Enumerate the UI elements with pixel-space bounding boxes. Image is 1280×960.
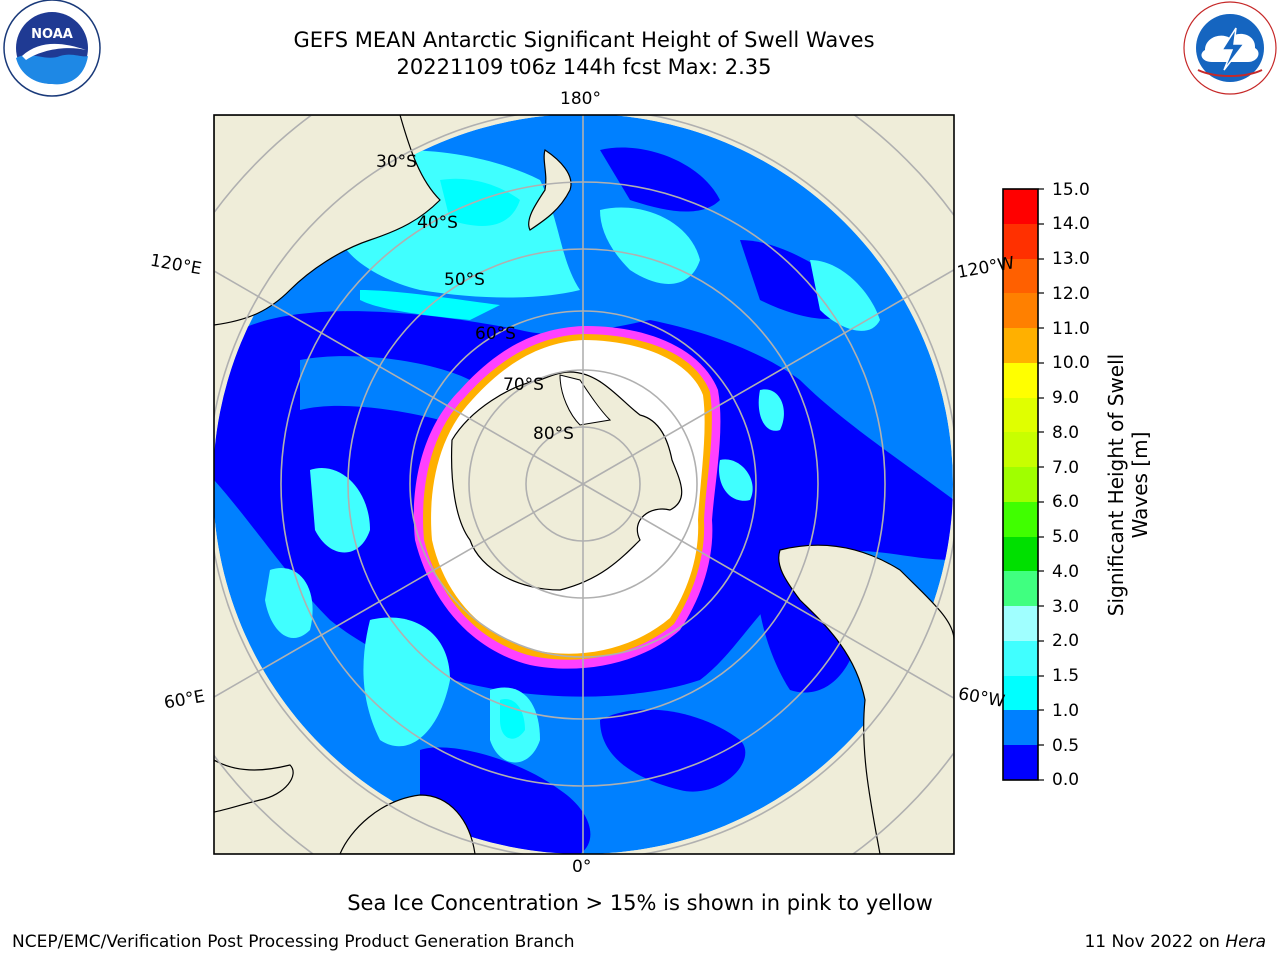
southern-africa (339, 794, 476, 854)
cbar-tick: 3.0 (1052, 597, 1080, 617)
cbar-tick: 8.0 (1052, 423, 1080, 443)
map-frame (213, 114, 955, 855)
cbar-tick: 9.0 (1052, 388, 1080, 408)
map-title: GEFS MEAN Antarctic Significant Height o… (293, 28, 875, 52)
sea-ice-caption: Sea Ice Concentration > 15% is shown in … (347, 891, 933, 915)
cbar-tick: 0.5 (1052, 736, 1080, 756)
cbar-tick: 13.0 (1052, 249, 1090, 269)
cbar-tick: 10.0 (1052, 353, 1090, 373)
cbar-tick: 1.5 (1052, 666, 1080, 686)
cbar-tick: 11.0 (1052, 319, 1090, 339)
map-subtitle: 20221109 t06z 144h fcst Max: 2.35 (396, 55, 772, 79)
footer-date-text: 11 Nov 2022 on (1084, 932, 1226, 952)
colorbar-label: Significant Height of Swell Waves [m] (1104, 353, 1152, 617)
australia (214, 115, 441, 326)
cbar-tick: 12.0 (1052, 284, 1090, 304)
footer-host: Hera (1225, 932, 1266, 952)
cbar-tick: 14.0 (1052, 214, 1090, 234)
lon-label-180: 180° (560, 89, 601, 109)
cbar-tick: 4.0 (1052, 562, 1080, 582)
colorbar (1002, 188, 1044, 781)
cbar-tick: 6.0 (1052, 492, 1080, 512)
new-zealand (528, 149, 572, 231)
noaa-logo-text: NOAA (31, 27, 73, 42)
cbar-tick: 1.0 (1052, 701, 1080, 721)
nws-logo (1183, 1, 1277, 95)
cbar-tick: 15.0 (1052, 180, 1090, 200)
madagascar (214, 759, 294, 813)
footer-credit: NCEP/EMC/Verification Post Processing Pr… (12, 932, 575, 952)
cbar-tick: 2.0 (1052, 631, 1080, 651)
cbar-tick: 7.0 (1052, 458, 1080, 478)
cbar-tick: 5.0 (1052, 527, 1080, 547)
noaa-logo: NOAA (3, 0, 101, 97)
lat-label-40s: 40°S (417, 213, 458, 233)
lat-label-30s: 30°S (376, 152, 417, 172)
antarctica (451, 371, 683, 591)
footer-date: 11 Nov 2022 on Hera (1084, 932, 1266, 952)
lat-label-50s: 50°S (444, 270, 485, 290)
graticule (214, 115, 954, 854)
cbar-tick: 0.0 (1052, 770, 1080, 790)
lon-label-0: 0° (572, 857, 592, 877)
lat-label-60s: 60°S (475, 324, 516, 344)
lat-label-70s: 70°S (503, 375, 544, 395)
lat-label-80s: 80°S (533, 424, 574, 444)
